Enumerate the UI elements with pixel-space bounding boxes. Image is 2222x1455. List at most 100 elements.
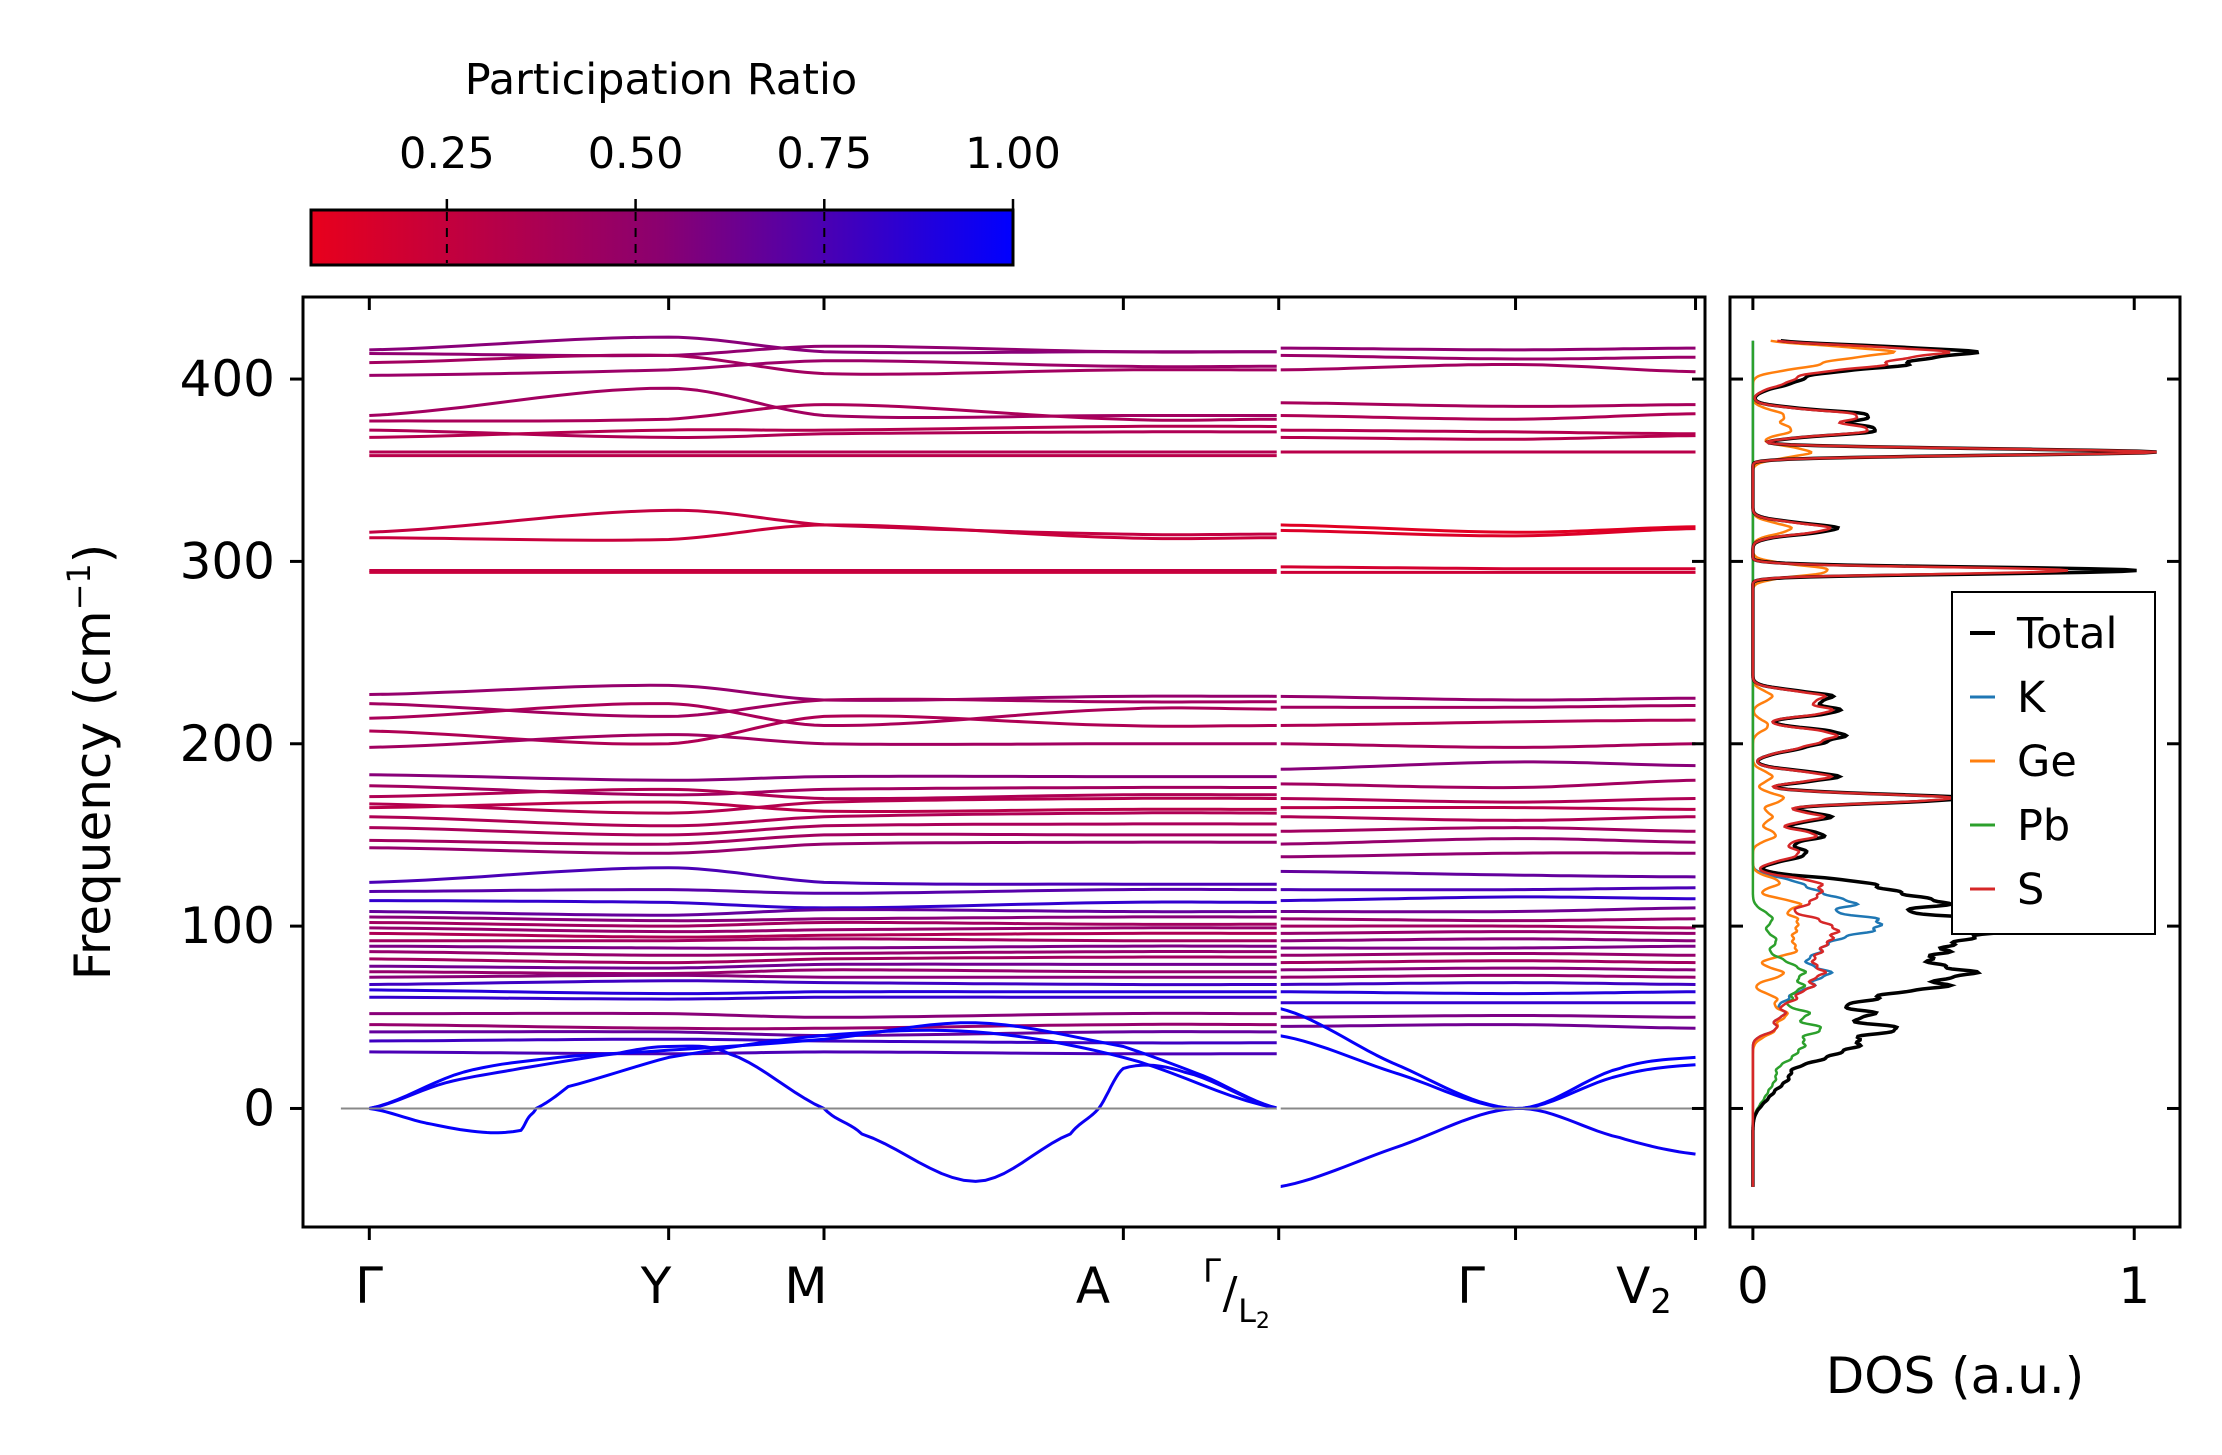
phonon-branch bbox=[1278, 851, 1696, 859]
phonon-branch bbox=[1278, 944, 1696, 950]
phonon-branch bbox=[1278, 1107, 1696, 1189]
phonon-branch bbox=[369, 403, 1279, 423]
phonon-branch bbox=[1278, 917, 1696, 923]
phonon-branch bbox=[369, 1050, 1279, 1056]
kpoint-label-gamma: Γ bbox=[355, 1257, 383, 1315]
colorbar-gradient bbox=[309, 208, 1015, 267]
phonon-branch bbox=[1278, 527, 1696, 538]
phonon-branch bbox=[1278, 973, 1696, 979]
break-label-L: L bbox=[1238, 1292, 1256, 1330]
phonon-branch bbox=[369, 773, 1279, 782]
break-label-sub: 2 bbox=[1256, 1309, 1270, 1334]
phonon-branch bbox=[1278, 906, 1696, 914]
colorbar-title: Participation Ratio bbox=[465, 55, 858, 105]
phonon-branch bbox=[369, 937, 1279, 943]
phonon-branch bbox=[369, 832, 1279, 846]
frequency-ticks: 0 100 200 300 400 bbox=[180, 350, 1705, 1137]
phonon-branch bbox=[369, 784, 1279, 797]
phonon-branch bbox=[369, 973, 1279, 979]
phonon-branch bbox=[1278, 1034, 1696, 1110]
phonon-branch bbox=[369, 714, 1279, 746]
phonon-branch bbox=[369, 428, 1279, 439]
phonon-branch bbox=[369, 840, 1279, 855]
kpoint-label-gamma-2: Γ bbox=[1457, 1257, 1485, 1315]
kpoint-label-M: M bbox=[784, 1257, 827, 1315]
phonon-branch bbox=[1278, 895, 1696, 903]
phonon-branch bbox=[369, 523, 1279, 542]
legend-label: Ge bbox=[2017, 737, 2077, 787]
phonon-branch bbox=[369, 424, 1279, 439]
phonon-branch bbox=[1278, 869, 1696, 879]
ytick-label: 200 bbox=[180, 715, 275, 773]
phonon-branch bbox=[369, 995, 1279, 1001]
phonon-branch bbox=[1278, 952, 1696, 957]
frequency-axis-label: Frequency (cm−1) bbox=[60, 544, 122, 981]
ytick-label: 0 bbox=[243, 1079, 275, 1137]
phonon-branch bbox=[1278, 434, 1696, 441]
phonon-branch bbox=[1278, 428, 1696, 436]
kpoint-label-Y: Y bbox=[640, 1257, 672, 1315]
phonon-branch bbox=[1278, 1014, 1696, 1019]
break-label-bottom: L2 bbox=[1238, 1292, 1270, 1334]
dos-axes-frame bbox=[1728, 295, 2182, 1229]
phonon-branch bbox=[1278, 924, 1696, 930]
phonon-branch bbox=[1278, 363, 1696, 374]
phonon-branch bbox=[369, 1028, 1280, 1135]
band-lines bbox=[368, 335, 1696, 1189]
phonon-branch bbox=[369, 926, 1279, 934]
phonon-branch bbox=[1278, 523, 1696, 534]
dos-axis-label: DOS (a.u.) bbox=[1826, 1347, 2085, 1405]
phonon-branch bbox=[369, 1022, 1279, 1031]
kpath-ticks bbox=[367, 297, 1698, 1240]
colorbar-tick-label: 0.75 bbox=[776, 129, 872, 179]
phonon-branch bbox=[368, 1021, 1280, 1110]
phonon-branch bbox=[369, 988, 1279, 996]
phonon-branch bbox=[369, 915, 1279, 923]
phonon-branch bbox=[1278, 760, 1696, 771]
phonon-branch bbox=[1278, 930, 1696, 935]
phonon-branch bbox=[369, 899, 1279, 910]
phonon-branch bbox=[1278, 797, 1696, 804]
break-label-top: Γ bbox=[1203, 1252, 1221, 1290]
phonon-branch bbox=[369, 979, 1279, 987]
legend-label: Total bbox=[2016, 609, 2117, 659]
ytick-label: 400 bbox=[180, 350, 275, 408]
band-axes-frame bbox=[301, 295, 1707, 1229]
phonon-branch bbox=[1278, 742, 1696, 749]
phonon-branch bbox=[369, 866, 1279, 886]
dos-xtick-label: 1 bbox=[2118, 1257, 2150, 1315]
phonon-branch bbox=[1278, 353, 1696, 361]
phonon-branch bbox=[1278, 806, 1696, 811]
phonon-branch bbox=[369, 950, 1279, 957]
phonon-branch bbox=[369, 811, 1279, 828]
phonon-branch bbox=[1278, 401, 1696, 408]
phonon-branch bbox=[1278, 565, 1696, 571]
dos-curve-s bbox=[1751, 339, 2157, 1187]
colorbar-tick-label: 1.00 bbox=[965, 129, 1061, 179]
phonon-branch bbox=[369, 359, 1279, 377]
phonon-branch bbox=[369, 796, 1279, 815]
phonon-branch bbox=[369, 386, 1279, 419]
ylabel-end: ) bbox=[64, 544, 122, 564]
break-label-slash: / bbox=[1223, 1268, 1238, 1319]
phonon-branch bbox=[1278, 959, 1696, 965]
phonon-branch bbox=[369, 353, 1279, 376]
legend-label: Pb bbox=[2017, 801, 2070, 851]
kpoint-V-sub: 2 bbox=[1650, 1282, 1672, 1322]
dos-legend: Total K Ge Pb S bbox=[1951, 591, 2156, 935]
dos-lines bbox=[1751, 339, 2157, 1187]
colorbar: Participation Ratio 0.25 0.50 0.75 1.00 bbox=[309, 55, 1061, 267]
kpoint-label-gamma-L2: Γ / L2 bbox=[1203, 1252, 1270, 1334]
ylabel-main: Frequency (cm bbox=[64, 610, 122, 980]
phonon-branch bbox=[1278, 778, 1696, 790]
colorbar-tick-label: 0.25 bbox=[399, 129, 495, 179]
phonon-branch bbox=[369, 887, 1279, 895]
phonon-branch bbox=[1278, 837, 1696, 846]
phonon-branch bbox=[369, 920, 1279, 928]
phonon-branch bbox=[369, 508, 1279, 537]
phonon-branch bbox=[369, 702, 1279, 727]
kpoint-V: V bbox=[1616, 1257, 1650, 1315]
